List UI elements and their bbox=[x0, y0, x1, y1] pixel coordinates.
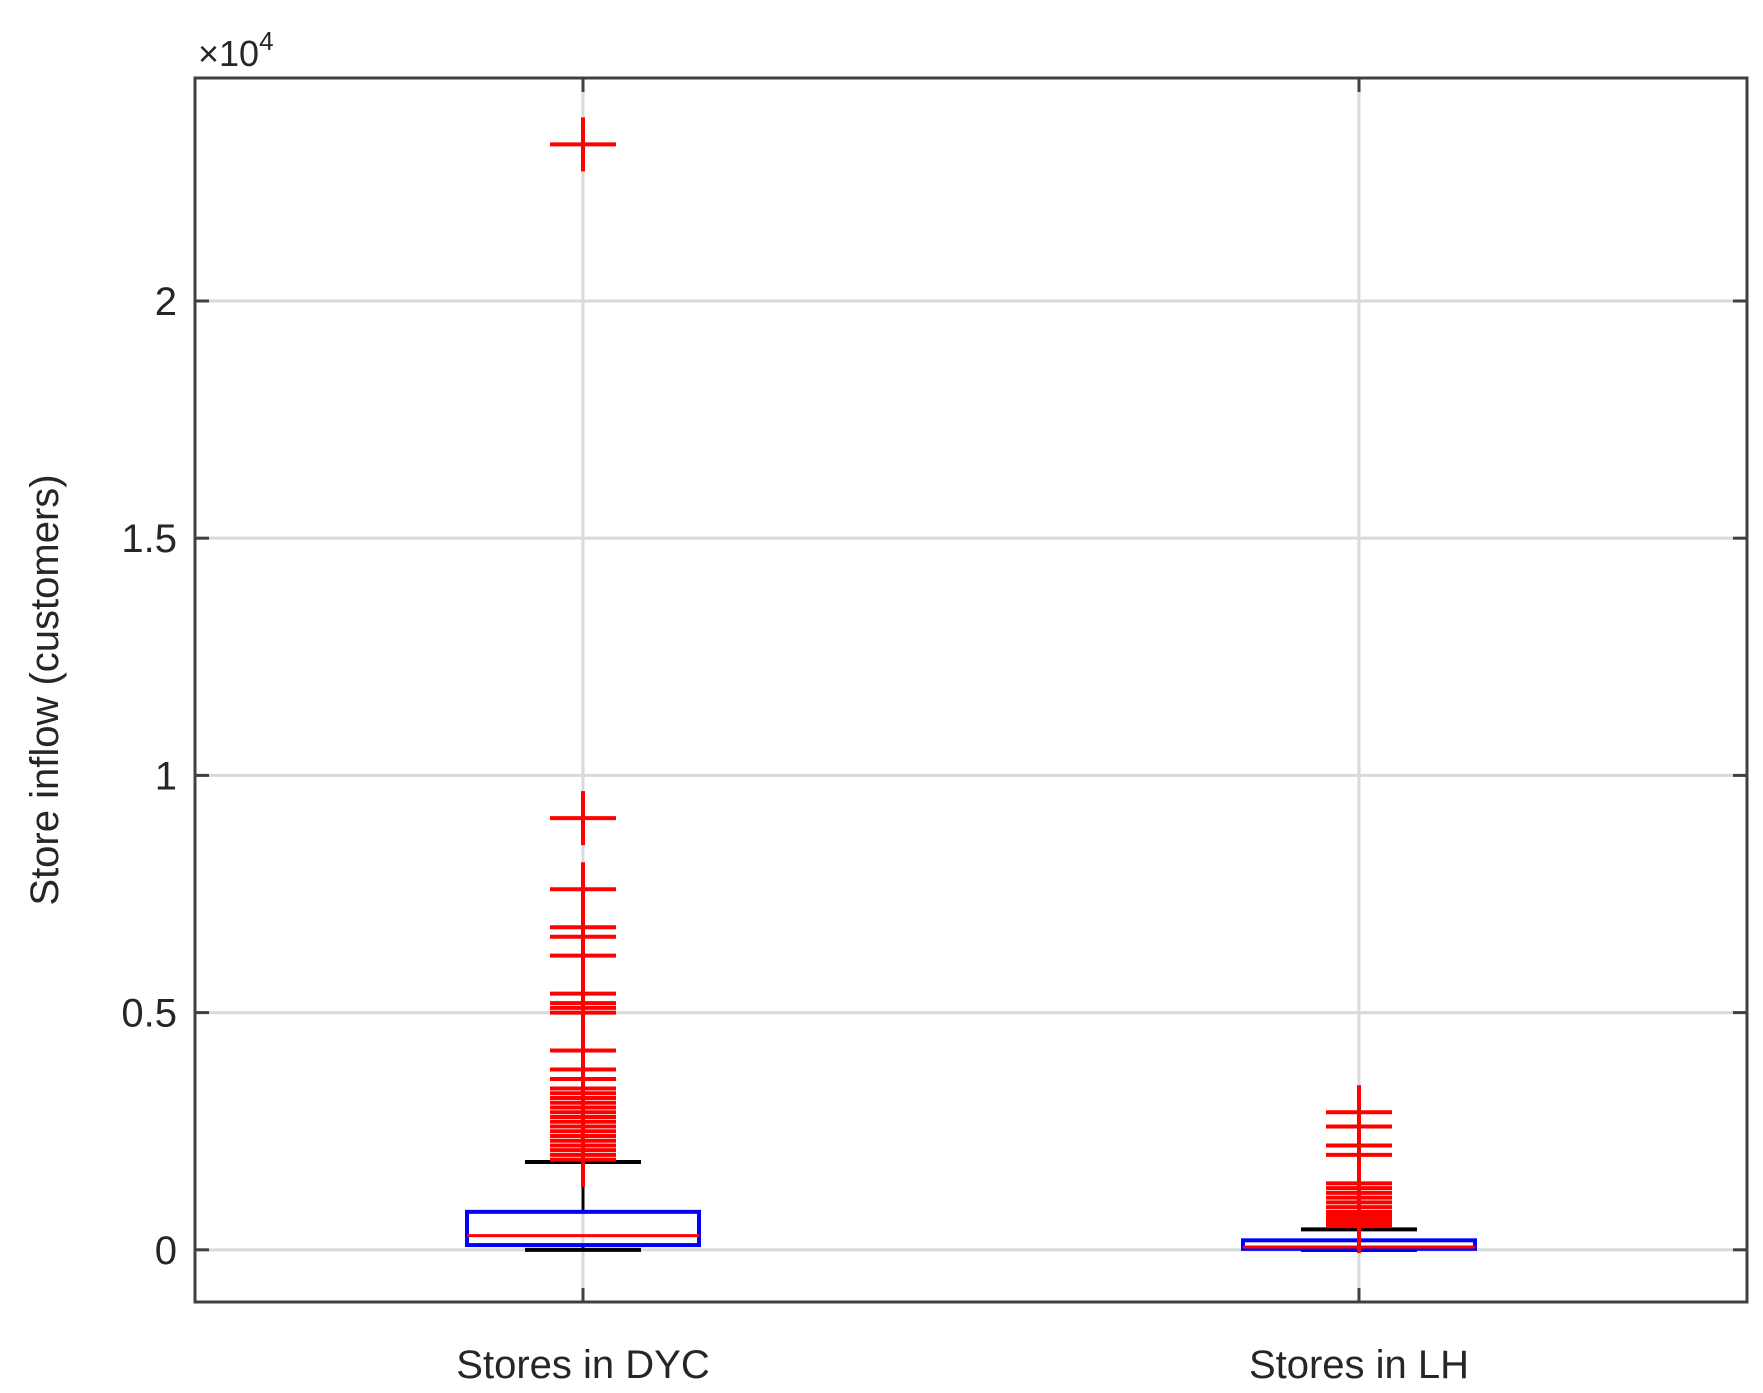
x-tick-label: Stores in DYC bbox=[456, 1343, 709, 1387]
y-tick-label: 0.5 bbox=[121, 992, 177, 1036]
y-tick-label: 2 bbox=[155, 280, 177, 324]
box-iqr bbox=[465, 1209, 701, 1248]
y-tick-label: 1 bbox=[155, 754, 177, 798]
x-tick-label: Stores in LH bbox=[1249, 1343, 1469, 1387]
outlier-marker bbox=[550, 1132, 616, 1187]
plot-area bbox=[465, 117, 1477, 1254]
outlier-marker bbox=[1326, 1199, 1392, 1254]
grid bbox=[195, 78, 1747, 1302]
axis-ticks: 0 0.5 1 1.5 2 Stores in DYC Stores in LH bbox=[121, 78, 1747, 1387]
y-tick-label: 1.5 bbox=[121, 517, 177, 561]
box-group bbox=[465, 117, 701, 1252]
box-group bbox=[1241, 1085, 1477, 1254]
outlier-marker bbox=[550, 117, 616, 172]
y-axis-label: Store inflow (customers) bbox=[23, 474, 67, 905]
outlier-marker bbox=[550, 791, 616, 846]
y-exponent-label: ×104 bbox=[198, 26, 274, 74]
y-tick-label: 0 bbox=[155, 1229, 177, 1273]
axes-frame bbox=[193, 76, 1749, 1304]
